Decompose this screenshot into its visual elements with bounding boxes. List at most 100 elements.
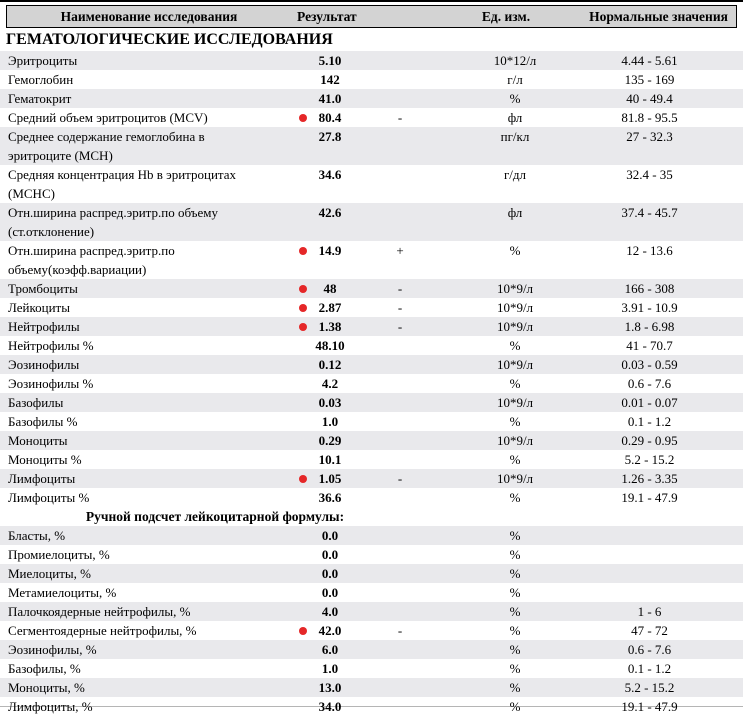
result-cell: 0.0 — [290, 526, 370, 545]
units-cell: 10*9/л — [496, 395, 534, 410]
result-value: 41.0 — [318, 91, 342, 106]
units-cell: фл — [507, 110, 523, 125]
table-row: Сегментоядерные нейтрофилы, % 42.0 - % 4… — [0, 621, 743, 640]
test-name-cell: Тромбоциты — [8, 281, 78, 296]
result-cell: 142 — [290, 70, 370, 89]
test-name-cell: Промиелоциты, % — [8, 547, 110, 562]
units-cell: % — [509, 547, 521, 562]
test-name-cell: Моноциты, % — [8, 680, 85, 695]
table-row: Тромбоциты 48 - 10*9/л 166 - 308 — [0, 279, 743, 298]
test-name-cell: Эритроциты — [8, 53, 78, 68]
result-cell: 0.12 — [290, 355, 370, 374]
normal-range-cell: 0.6 - 7.6 — [627, 376, 672, 391]
result-value: 48 — [323, 281, 337, 296]
table-row: Бласты, % 0.0 % — [0, 526, 743, 545]
result-value: 1.05 — [318, 471, 342, 486]
units-cell: 10*9/л — [496, 433, 534, 448]
result-value: 142 — [320, 72, 340, 87]
units-cell: % — [509, 623, 521, 638]
test-name-cell: Нейтрофилы — [8, 319, 80, 334]
normal-range-cell: 1.8 - 6.98 — [624, 319, 675, 334]
table-row: Базофилы 0.03 10*9/л 0.01 - 0.07 — [0, 393, 743, 412]
test-name-cell: Лейкоциты — [8, 300, 70, 315]
units-cell: % — [509, 338, 521, 353]
result-value: 5.10 — [318, 53, 342, 68]
test-name-cell: Сегментоядерные нейтрофилы, % — [8, 623, 197, 638]
result-value: 0.12 — [318, 357, 342, 372]
result-cell: 6.0 — [290, 640, 370, 659]
units-cell: фл — [507, 205, 523, 220]
normal-range-cell: 0.1 - 1.2 — [627, 661, 672, 676]
test-name-cell: Палочкоядерные нейтрофилы, % — [8, 604, 191, 619]
test-name-cell: Эозинофилы — [8, 357, 80, 372]
test-name-cell: Эозинофилы % — [8, 376, 94, 391]
units-cell: % — [509, 528, 521, 543]
table-row: Миелоциты, % 0.0 % — [0, 564, 743, 583]
table-row: Нейтрофилы % 48.10 % 41 - 70.7 — [0, 336, 743, 355]
result-cell: 0.29 — [290, 431, 370, 450]
table-row: Гемоглобин 142 г/л 135 - 169 — [0, 70, 743, 89]
flag-cell: + — [396, 243, 404, 258]
result-cell: 42.0 — [290, 621, 370, 640]
normal-range-cell: 19.1 - 47.9 — [621, 490, 678, 505]
units-cell: 10*9/л — [496, 281, 534, 296]
units-cell: % — [509, 585, 521, 600]
section-title-hematology: ГЕМАТОЛОГИЧЕСКИЕ ИССЛЕДОВАНИЯ — [6, 31, 333, 48]
result-cell: 5.10 — [290, 51, 370, 70]
normal-range-cell: 12 - 13.6 — [626, 243, 673, 258]
normal-range-cell: 135 - 169 — [624, 72, 675, 87]
result-value: 4.2 — [321, 376, 339, 391]
table-row: Базофилы % 1.0 % 0.1 - 1.2 — [0, 412, 743, 431]
units-cell: г/дл — [503, 167, 527, 182]
table-row: Эозинофилы 0.12 10*9/л 0.03 - 0.59 — [0, 355, 743, 374]
result-value: 0.29 — [318, 433, 342, 448]
units-cell: г/л — [507, 72, 523, 87]
test-name-cell: Гематокрит — [8, 91, 72, 106]
normal-range-cell: 37.4 - 45.7 — [621, 205, 678, 220]
result-cell: 14.9 — [290, 241, 370, 260]
table-row: Лимфоциты % 36.6 % 19.1 - 47.9 — [0, 488, 743, 507]
result-cell: 4.0 — [290, 602, 370, 621]
column-header-normal-values: Нормальные значения — [589, 8, 728, 24]
abnormal-marker-icon — [299, 284, 307, 293]
normal-range-cell: 41 - 70.7 — [626, 338, 673, 353]
result-cell: 0.0 — [290, 564, 370, 583]
test-name-cell: Моноциты % — [8, 452, 82, 467]
table-row: Промиелоциты, % 0.0 % — [0, 545, 743, 564]
result-cell: 34.6 — [290, 165, 370, 184]
result-value: 1.0 — [321, 414, 339, 429]
flag-cell: - — [397, 300, 403, 315]
test-name-cell: Отн.ширина распред.эритр.по объему (ст.о… — [8, 205, 218, 239]
units-cell: % — [509, 604, 521, 619]
result-value: 14.9 — [318, 243, 342, 258]
manual-count-rows-group: Бласты, % 0.0 % Промиелоциты, % 0.0 % Ми… — [0, 526, 743, 716]
normal-range-cell: 0.1 - 1.2 — [627, 414, 672, 429]
result-cell: 1.0 — [290, 659, 370, 678]
units-cell: % — [509, 376, 521, 391]
column-header-test-name: Наименование исследования — [60, 8, 238, 24]
units-cell: % — [509, 452, 521, 467]
table-row: Эритроциты 5.10 10*12/л 4.44 - 5.61 — [0, 51, 743, 70]
normal-range-cell: 1 - 6 — [637, 604, 662, 619]
flag-cell: - — [397, 623, 403, 638]
normal-range-cell: 0.6 - 7.6 — [627, 642, 672, 657]
result-cell: 2.87 — [290, 298, 370, 317]
test-name-cell: Базофилы % — [8, 414, 78, 429]
test-name-cell: Метамиелоциты, % — [8, 585, 117, 600]
result-value: 42.0 — [318, 623, 342, 638]
normal-range-cell: 3.91 - 10.9 — [621, 300, 678, 315]
normal-range-cell: 32.4 - 35 — [626, 167, 673, 182]
table-row: Гематокрит 41.0 % 40 - 49.4 — [0, 89, 743, 108]
units-cell: 10*9/л — [496, 300, 534, 315]
table-row: Отн.ширина распред.эритр.по объему(коэфф… — [0, 241, 743, 279]
normal-range-cell: 47 - 72 — [631, 623, 668, 638]
units-cell: % — [509, 680, 521, 695]
table-row: Лейкоциты 2.87 - 10*9/л 3.91 - 10.9 — [0, 298, 743, 317]
test-name-cell: Лимфоциты % — [8, 490, 90, 505]
result-value: 0.0 — [321, 528, 339, 543]
flag-cell: - — [397, 471, 403, 486]
table-row: Моноциты 0.29 10*9/л 0.29 - 0.95 — [0, 431, 743, 450]
result-cell: 4.2 — [290, 374, 370, 393]
test-name-cell: Бласты, % — [8, 528, 66, 543]
